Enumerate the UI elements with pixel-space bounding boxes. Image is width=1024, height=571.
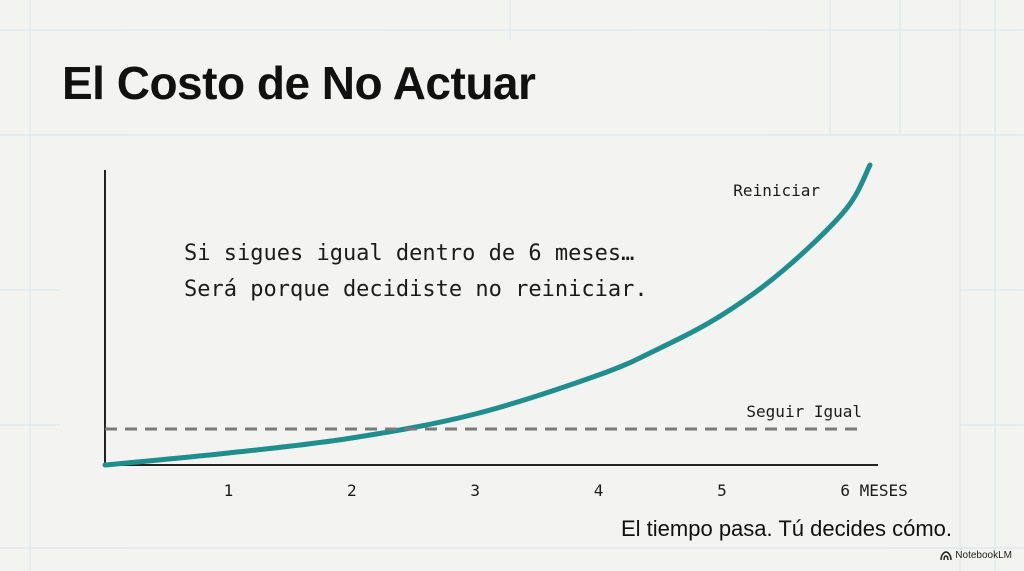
x-tick-label: 4 bbox=[594, 481, 604, 500]
x-tick-label: 3 bbox=[470, 481, 480, 500]
page-title: El Costo de No Actuar bbox=[62, 57, 536, 109]
reflection-note: Si sigues igual dentro de 6 meses… Será … bbox=[184, 236, 648, 308]
brand-label: NotebookLM bbox=[955, 550, 1012, 561]
series-line-reiniciar bbox=[102, 162, 873, 468]
brand-watermark: NotebookLM bbox=[940, 550, 1012, 561]
series-label-reiniciar: Reiniciar bbox=[733, 181, 820, 200]
note-line-2: Será porque decidiste no reiniciar. bbox=[184, 277, 648, 302]
caption: El tiempo pasa. Tú decides cómo. bbox=[621, 516, 952, 541]
series-label-seguir-igual: Seguir Igual bbox=[746, 402, 862, 421]
x-tick-label: 1 bbox=[224, 481, 234, 500]
note-line-1: Si sigues igual dentro de 6 meses… bbox=[184, 241, 635, 266]
x-tick-label: 5 bbox=[717, 481, 727, 500]
notebooklm-logo-icon bbox=[940, 550, 953, 560]
x-tick-label: 2 bbox=[347, 481, 357, 500]
x-tick-label: 6 MESES bbox=[840, 481, 907, 500]
